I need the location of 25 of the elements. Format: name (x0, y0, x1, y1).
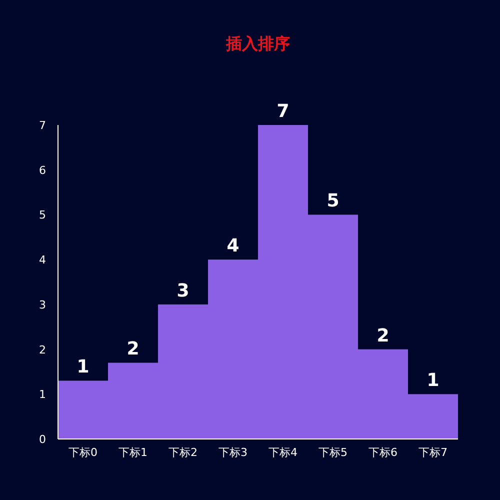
x-tick-label: 下标3 (218, 446, 248, 459)
data-label: 4 (226, 236, 240, 257)
x-tick-label: 下标5 (318, 446, 348, 459)
data-label: 5 (326, 190, 340, 212)
data-label: 7 (276, 101, 290, 122)
x-tick-label: 下标2 (168, 446, 198, 459)
x-tick-label: 下标0 (68, 446, 98, 459)
x-tick-label: 下标6 (368, 446, 398, 459)
data-label: 1 (426, 370, 440, 392)
x-tick-label: 下标1 (118, 446, 148, 459)
data-label: 2 (126, 338, 140, 360)
y-tick-label: 5 (39, 208, 46, 222)
y-tick-label: 2 (39, 343, 46, 356)
x-tick-label: 下标7 (418, 446, 448, 459)
y-tick-label: 7 (39, 119, 46, 132)
data-label: 3 (176, 280, 190, 302)
chart-title: 插入排序 (225, 34, 290, 53)
y-tick-label: 3 (39, 298, 46, 312)
y-tick-label: 6 (39, 164, 46, 177)
y-tick-label: 1 (39, 388, 46, 402)
y-tick-label: 4 (39, 254, 46, 267)
y-tick-label: 0 (39, 433, 46, 446)
data-label: 1 (76, 356, 90, 378)
data-label: 2 (376, 325, 390, 346)
x-tick-label: 下标4 (268, 446, 298, 459)
